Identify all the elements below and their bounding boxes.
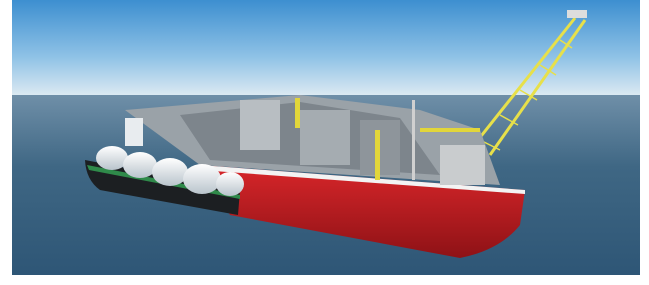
flare-tip: [567, 10, 587, 18]
sky: [12, 0, 640, 95]
photo: [0, 0, 649, 285]
page: [0, 0, 649, 285]
scene: [12, 0, 640, 275]
accommodation: [125, 118, 143, 146]
